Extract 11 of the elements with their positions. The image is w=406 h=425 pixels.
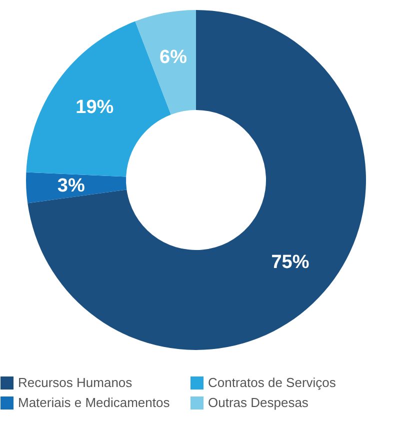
donut-slice [26,172,127,204]
legend-label: Recursos Humanos [18,375,133,390]
data-label: 6% [160,47,188,68]
data-label: 19% [76,96,114,118]
legend-label: Outras Despesas [208,395,309,410]
legend-label: Materiais e Medicamentos [18,395,170,410]
donut-slice [28,10,366,350]
legend-label: Contratos de Serviços [208,375,336,390]
donut-slice [135,10,196,115]
data-label: 75% [271,252,310,274]
data-label: 3% [57,176,85,197]
